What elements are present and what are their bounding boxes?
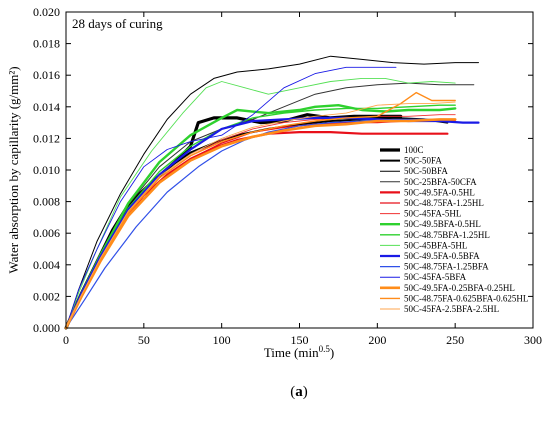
- x-tick-label: 250: [446, 333, 464, 347]
- legend-label: 50C-48.75BFA-1.25HL: [404, 230, 490, 240]
- series-line-15: [65, 91, 456, 329]
- x-tick-label: 300: [524, 333, 542, 347]
- x-tick-label: 150: [291, 333, 309, 347]
- series-line-16: [65, 101, 456, 329]
- x-tick-label: 100: [213, 333, 231, 347]
- chart-annotation: 28 days of curing: [72, 16, 163, 31]
- caption-open-paren: (: [290, 384, 295, 400]
- x-axis-label: Time (min0.5): [264, 344, 334, 360]
- legend-label: 50C-45FA-5BFA: [404, 272, 467, 282]
- y-tick-label: 0.004: [33, 258, 60, 272]
- caption-close-paren: ): [303, 384, 308, 400]
- series-line-10: [65, 77, 456, 329]
- x-axis-label-exponent: 0.5: [319, 344, 331, 354]
- legend-label: 50C-48.75FA-0.625BFA-0.625HL: [404, 293, 528, 303]
- legend: 100C50C-50FA50C-50BFA50C-25BFA-50CFA50C-…: [380, 145, 528, 314]
- series-line-1: [64, 113, 403, 330]
- legend-label: 50C-50FA: [404, 156, 442, 166]
- y-tick-label: 0.012: [33, 131, 60, 145]
- legend-label: 50C-45FA-2.5BFA-2.5HL: [404, 304, 499, 314]
- legend-label: 50C-49.5FA-0.5BFA: [404, 251, 480, 261]
- legend-label: 100C: [404, 145, 424, 155]
- legend-label: 50C-45FA-5HL: [404, 209, 461, 219]
- y-tick-label: 0.010: [33, 163, 60, 177]
- plot-frame: [65, 11, 534, 329]
- x-axis-label-base: Time (min: [264, 345, 319, 360]
- legend-label: 50C-49.5FA-0.5HL: [404, 187, 475, 197]
- series-line-8: [64, 104, 457, 330]
- series-line-14: [64, 118, 457, 330]
- series-line-13: [65, 66, 397, 329]
- legend-label: 50C-50BFA: [404, 166, 448, 176]
- x-tick-label: 0: [63, 333, 69, 347]
- x-tick-label: 50: [138, 333, 150, 347]
- x-tick-label: 200: [368, 333, 386, 347]
- legend-label: 50C-48.75FA-1.25BFA: [404, 262, 489, 272]
- y-tick-label: 0.002: [33, 289, 60, 303]
- x-axis-label-end: ): [330, 345, 334, 360]
- figure-caption: (a): [290, 384, 308, 400]
- y-tick-label: 0.006: [33, 226, 60, 240]
- legend-label: 50C-25BFA-50CFA: [404, 177, 477, 187]
- series-line-3: [65, 55, 479, 329]
- y-tick-label: 0.018: [33, 37, 60, 51]
- caption-letter: a: [295, 384, 303, 400]
- y-tick-label: 0.008: [33, 195, 60, 209]
- y-tick-label: 0.020: [33, 5, 60, 19]
- legend-label: 50C-48.75FA-1.25HL: [404, 198, 484, 208]
- y-tick-label: 0.014: [33, 100, 60, 114]
- y-axis-label: Water absorption by capillarity (g/mm²): [6, 66, 21, 273]
- legend-label: 50C-49.5FA-0.25BFA-0.25HL: [404, 283, 515, 293]
- legend-label: 50C-49.5BFA-0.5HL: [404, 219, 481, 229]
- y-tick-label: 0.000: [33, 321, 60, 335]
- chart-ticks-layer: 0 50 100 150 200 250 300 0.000 0.002 0.004 0.006 0.…: [33, 5, 542, 347]
- series-layer: [64, 55, 480, 330]
- plot-area: [64, 11, 534, 330]
- legend-label: 50C-45BFA-5HL: [404, 240, 467, 250]
- y-tick-label: 0.016: [33, 68, 60, 82]
